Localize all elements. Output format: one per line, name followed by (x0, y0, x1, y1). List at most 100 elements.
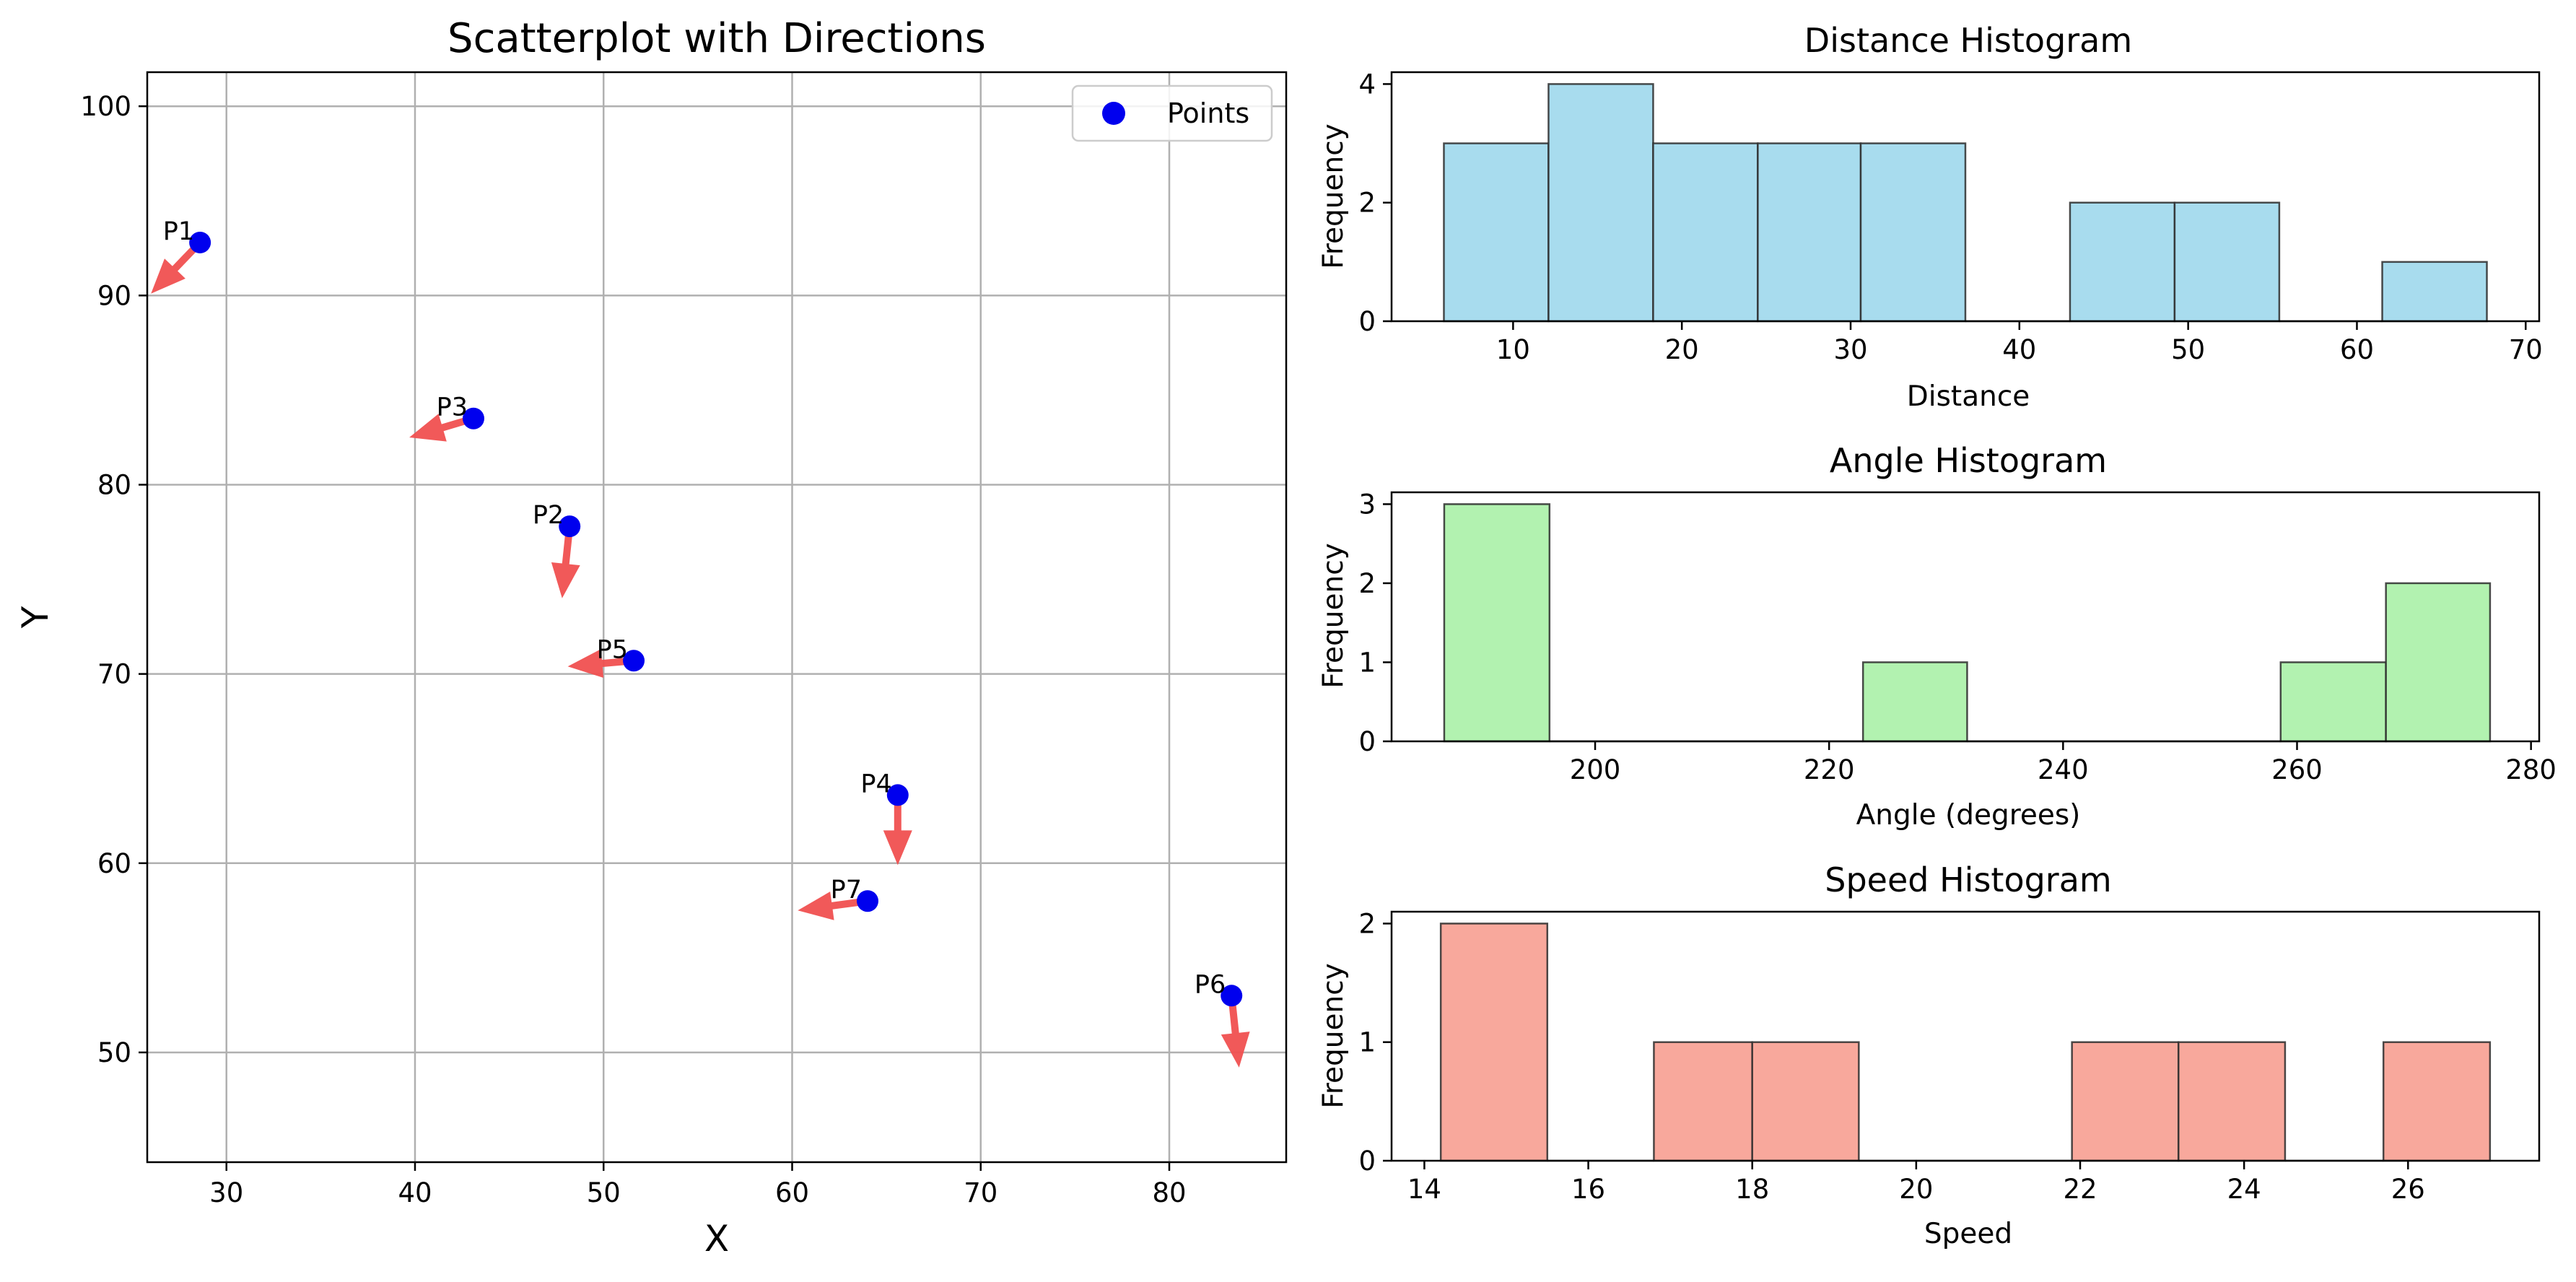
x-tick-label: 10 (1496, 334, 1530, 365)
histogram-bar (2385, 582, 2492, 743)
distance-histogram-bars (1443, 83, 2488, 323)
histogram-bar (2071, 1041, 2180, 1162)
scatter-point (559, 515, 581, 538)
point-label: P6 (1195, 970, 1226, 999)
y-tick-label: 50 (97, 1037, 131, 1068)
histogram-bar (1652, 142, 1759, 323)
angle-histogram-x-label: Angle (degrees) (1856, 799, 2081, 832)
scatter-title: Scatterplot with Directions (447, 15, 986, 62)
scatter-x-label: X (704, 1218, 729, 1260)
angle-histogram-y-ticks: 0 1 2 3 (1358, 489, 1392, 757)
direction-arrow (151, 240, 203, 294)
point-label: P3 (437, 393, 468, 422)
y-tick-label: 1 (1358, 1027, 1376, 1058)
distance-histogram-panel: Distance Histogram Distance Frequency 10… (1317, 21, 2543, 413)
scatter-plot-frame (146, 71, 1288, 1164)
scatter-panel: Scatterplot with Directions X Y 30 40 50 60… (14, 15, 1288, 1260)
y-tick-label: 70 (97, 659, 131, 690)
x-tick-label: 50 (587, 1177, 621, 1208)
x-tick-label: 14 (1407, 1174, 1441, 1205)
histogram-bar (1443, 503, 1551, 743)
scatter-grid (147, 72, 1286, 1162)
scatter-y-ticks: 50 60 70 80 90 100 (80, 91, 147, 1068)
x-tick-label: 16 (1571, 1174, 1605, 1205)
histogram-bar (1861, 661, 1968, 743)
y-tick-label: 2 (1358, 568, 1376, 599)
x-tick-label: 20 (1665, 334, 1699, 365)
direction-arrow (1221, 995, 1250, 1068)
y-tick-label: 1 (1358, 647, 1376, 678)
distance-histogram-x-ticks: 10 20 30 40 50 60 70 (1496, 321, 2543, 365)
histogram-bar (1859, 142, 1967, 323)
histogram-bar (1757, 142, 1862, 323)
scatter-point (462, 407, 484, 429)
histogram-bar (2381, 261, 2488, 323)
scatter-point-labels: P1 P2 P3 P4 P5 P6 P7 (163, 217, 1226, 999)
legend-label: Points (1167, 97, 1249, 129)
distance-histogram-y-ticks: 0 2 4 (1358, 69, 1392, 337)
x-tick-label: 280 (2505, 754, 2557, 785)
angle-histogram-x-ticks: 200 220 240 260 280 (1570, 741, 2557, 785)
point-label: P1 (163, 217, 194, 246)
scatter-point (1221, 985, 1243, 1007)
point-label: P2 (533, 501, 564, 530)
x-tick-label: 26 (2391, 1174, 2425, 1205)
direction-arrow (883, 795, 912, 865)
speed-histogram-y-ticks: 0 1 2 (1358, 908, 1392, 1177)
x-tick-label: 200 (1570, 754, 1621, 785)
direction-arrow (798, 891, 868, 920)
x-tick-label: 18 (1735, 1174, 1769, 1205)
angle-histogram-y-label: Frequency (1317, 543, 1350, 688)
x-tick-label: 40 (2002, 334, 2036, 365)
y-tick-label: 0 (1358, 1146, 1376, 1177)
y-tick-label: 80 (97, 469, 131, 500)
x-tick-label: 70 (2509, 334, 2543, 365)
speed-histogram-title: Speed Histogram (1825, 860, 2111, 899)
legend-box (1071, 84, 1273, 142)
angle-histogram-frame (1390, 491, 2541, 743)
x-tick-label: 220 (1804, 754, 1855, 785)
distance-histogram-title: Distance Histogram (1804, 21, 2132, 60)
x-tick-label: 240 (2038, 754, 2089, 785)
speed-histogram-panel: Speed Histogram Speed Frequency 14 16 18 20… (1317, 860, 2541, 1250)
angle-histogram-title: Angle Histogram (1830, 441, 2107, 480)
y-tick-label: 100 (80, 91, 131, 122)
x-tick-label: 30 (209, 1177, 243, 1208)
histogram-bar (2382, 1041, 2492, 1162)
speed-histogram-x-label: Speed (1924, 1218, 2012, 1250)
point-label: P5 (597, 635, 628, 664)
distance-histogram-x-label: Distance (1907, 380, 2030, 413)
x-tick-label: 60 (2340, 334, 2374, 365)
x-tick-label: 40 (398, 1177, 432, 1208)
scatter-point (857, 890, 879, 912)
y-tick-label: 3 (1358, 489, 1376, 520)
histogram-bar (1653, 1041, 1753, 1162)
speed-histogram-y-label: Frequency (1317, 963, 1350, 1108)
x-tick-label: 80 (1152, 1177, 1186, 1208)
scatter-y-label: Y (14, 606, 56, 629)
x-tick-label: 24 (2227, 1174, 2261, 1205)
scatter-x-ticks: 30 40 50 60 70 80 (209, 1162, 1187, 1208)
legend-marker (1102, 102, 1125, 125)
scatter-arrows (151, 240, 1250, 1068)
histogram-bar (2178, 1041, 2287, 1162)
speed-histogram-x-ticks: 14 16 18 20 22 24 26 (1407, 1161, 2425, 1205)
y-tick-label: 0 (1358, 306, 1376, 337)
histogram-bar (1443, 142, 1550, 323)
x-tick-label: 70 (964, 1177, 997, 1208)
histogram-bar (2069, 201, 2176, 323)
x-tick-label: 60 (775, 1177, 809, 1208)
histogram-bar (2279, 661, 2387, 743)
point-label: P7 (831, 876, 862, 904)
direction-arrow (551, 526, 580, 598)
scatter-point (886, 784, 909, 806)
histogram-bar (2173, 201, 2281, 323)
y-tick-label: 2 (1358, 908, 1376, 939)
scatter-point (189, 231, 211, 253)
y-tick-label: 90 (97, 280, 131, 311)
point-label: P4 (860, 769, 891, 798)
speed-histogram-frame (1390, 910, 2541, 1162)
y-tick-label: 60 (97, 848, 131, 879)
